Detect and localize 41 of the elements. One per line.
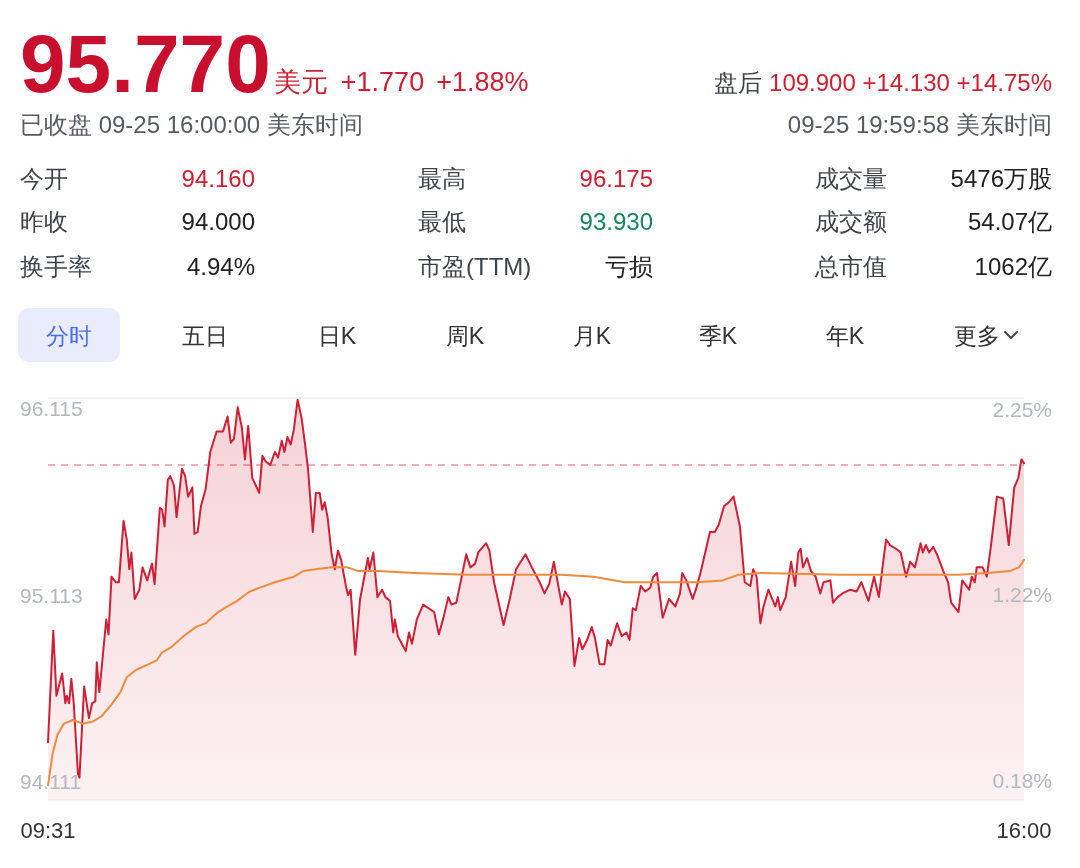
annotation: 109.900 +14.130 +14.75% bbox=[769, 69, 1052, 96]
annotation: 96.175 bbox=[579, 165, 653, 192]
annotation: 五日 bbox=[182, 323, 228, 349]
annotation: 总市值 bbox=[815, 253, 887, 280]
ytick: 96.115 bbox=[20, 396, 83, 420]
annotation: 1062亿 bbox=[974, 253, 1052, 280]
y2tick: 0.18% bbox=[992, 768, 1052, 792]
annotation: 月K bbox=[572, 323, 612, 349]
annotation: 更多 bbox=[954, 323, 1000, 349]
annotation: 94.000 bbox=[181, 208, 255, 235]
annotation: 年K bbox=[825, 323, 865, 349]
y2tick: 1.22% bbox=[992, 582, 1052, 606]
annotation: 盘后 bbox=[714, 69, 763, 96]
annotation: 09-25 19:59:58 美东时间 bbox=[787, 111, 1052, 138]
annotation: 亏损 bbox=[605, 253, 653, 280]
annotation: +1.770 bbox=[340, 67, 425, 97]
y2tick: 2.25% bbox=[992, 397, 1052, 421]
annotation: 昨收 bbox=[20, 208, 68, 235]
annotation: 成交量 bbox=[815, 165, 887, 192]
xtick: 09:31 bbox=[20, 817, 76, 843]
annotation: 今开 bbox=[20, 165, 68, 192]
annotation: 54.07亿 bbox=[967, 208, 1052, 235]
annotation: +1.88% bbox=[436, 67, 529, 97]
annotation: 周K bbox=[445, 323, 485, 349]
annotation: 5476万股 bbox=[950, 165, 1052, 192]
title: 95.770 bbox=[20, 18, 271, 109]
annotation: 94.160 bbox=[181, 165, 255, 192]
ytick: 95.113 bbox=[20, 583, 83, 607]
annotation: 市盈(TTM) bbox=[418, 253, 532, 280]
annotation: 分时 bbox=[46, 323, 92, 349]
annotation: 最低 bbox=[418, 208, 466, 235]
subtitle: 已收盘 09-25 16:00:00 美东时间 bbox=[20, 111, 363, 138]
annotation: 日K bbox=[317, 323, 357, 349]
annotation: 93.930 bbox=[579, 208, 653, 235]
annotation: 换手率 bbox=[20, 253, 92, 280]
annotation: 季K bbox=[698, 323, 738, 349]
xtick: 16:00 bbox=[996, 817, 1052, 843]
annotation: 最高 bbox=[418, 165, 466, 192]
annotation: 成交额 bbox=[815, 208, 887, 235]
annotation: 4.94% bbox=[186, 253, 255, 280]
annotation: 美元 bbox=[273, 67, 328, 97]
